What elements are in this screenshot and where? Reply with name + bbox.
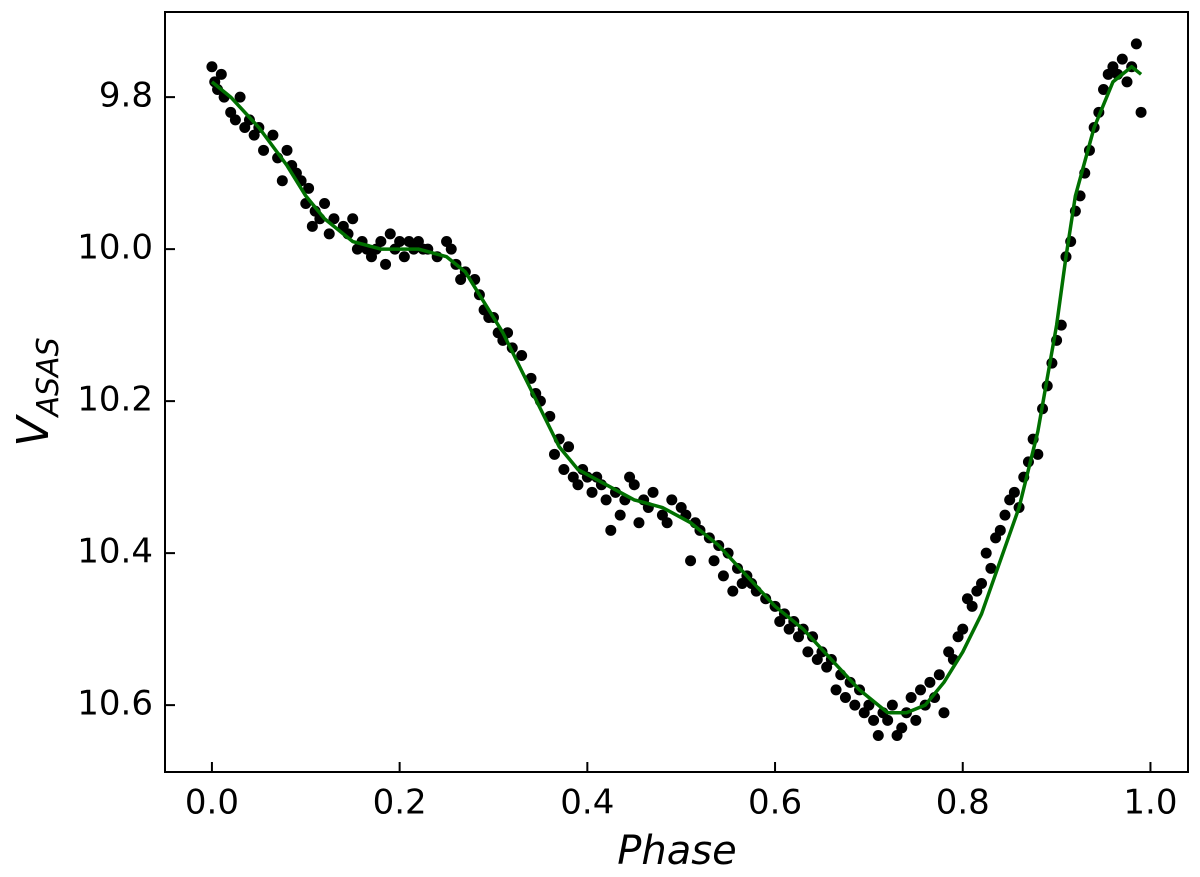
data-point [206,61,218,73]
data-point [548,448,560,460]
data-point [614,509,626,521]
fit-curve [210,64,1143,715]
data-point [1008,486,1020,498]
data-point [1130,38,1142,50]
data-point [976,578,988,590]
data-point [994,524,1006,536]
y-axis-label-subscript: ASAS [31,337,66,418]
data-point [666,494,678,506]
data-point [1116,53,1128,65]
data-point [380,258,392,270]
data-point [938,707,950,719]
data-point [886,699,898,711]
data-point [572,479,584,491]
data-point [1098,84,1110,96]
data-point [303,182,315,194]
data-point [957,623,969,635]
data-point [1032,448,1044,460]
plot-frame [164,11,1189,773]
data-point [933,669,945,681]
data-point [1135,106,1147,118]
y-tick-label: 10.2 [77,380,153,420]
data-point [394,236,406,248]
data-point [708,555,720,567]
data-point [999,509,1011,521]
y-tick-label: 9.8 [99,76,153,116]
y-tick-label: 10.6 [77,684,153,724]
data-point [267,129,279,141]
y-axis-label-main: V [8,414,59,447]
data-point [306,220,318,232]
data-point [896,722,908,734]
data-point [717,570,729,582]
data-point [258,144,270,156]
y-tick-label: 10.4 [77,532,153,572]
x-tick-label: 0.4 [560,783,614,823]
data-point [605,524,617,536]
data-point [872,730,884,742]
x-tick-label: 0.0 [185,783,239,823]
data-point [323,228,335,240]
data-point [516,350,528,362]
data-point [966,600,978,612]
data-point [1121,76,1133,88]
data-point [849,699,861,711]
data-point [685,555,697,567]
data-point [985,562,997,574]
data-point [868,714,880,726]
data-point [830,684,842,696]
x-axis-label: Phase [617,828,736,874]
data-point [558,464,570,476]
data-point [563,441,575,453]
data-point [276,175,288,187]
data-point [600,494,612,506]
data-point [347,213,359,225]
data-point [647,486,659,498]
data-point [281,144,293,156]
data-point [661,517,673,529]
data-point [910,714,922,726]
x-tick-label: 0.6 [748,783,802,823]
data-point [229,114,241,126]
data-point [328,213,340,225]
data-point [215,68,227,80]
data-point [375,236,387,248]
data-point [980,547,992,559]
data-point [839,692,851,704]
data-point [727,585,739,597]
data-point [905,692,917,704]
data-point [633,517,645,529]
data-point [384,228,396,240]
x-tick-label: 1.0 [1123,783,1177,823]
data-point [915,684,927,696]
data-point [628,479,640,491]
data-point [319,198,331,210]
data-point [802,646,814,658]
data-point [882,714,894,726]
data-point [586,486,598,498]
data-point [234,91,246,103]
y-tick-label: 10.0 [77,228,153,268]
x-tick-label: 0.8 [936,783,990,823]
data-point [863,699,875,711]
data-point [924,676,936,688]
data-point [398,251,410,263]
data-point [445,243,457,255]
y-axis-label: VASAS [8,337,66,446]
x-tick-label: 0.2 [373,783,427,823]
